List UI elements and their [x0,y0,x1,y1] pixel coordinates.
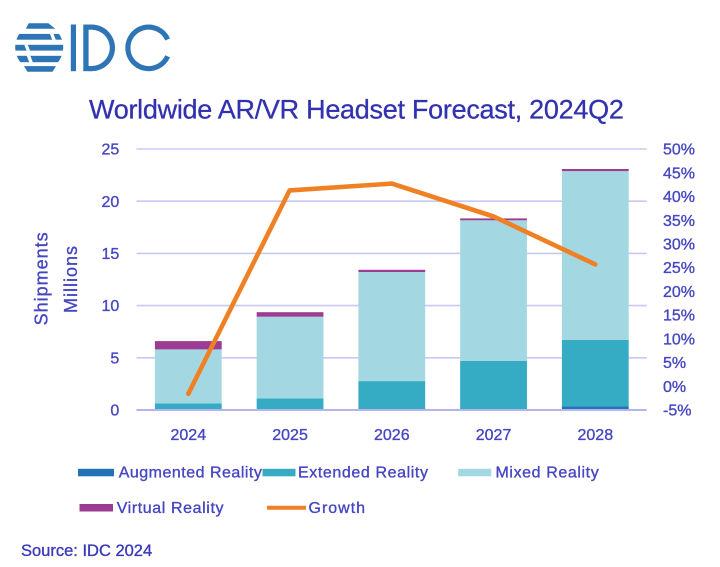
svg-text:Mixed Reality: Mixed Reality [496,465,600,482]
svg-text:40%: 40% [663,189,695,206]
svg-text:25: 25 [102,142,120,159]
svg-text:Millions: Millions [61,245,81,313]
svg-text:Worldwide AR/VR Headset Foreca: Worldwide AR/VR Headset Forecast, 2024Q2 [89,94,624,124]
svg-text:Growth: Growth [309,500,367,517]
svg-text:Shipments: Shipments [31,231,51,325]
svg-text:2026: 2026 [374,427,410,444]
svg-text:30%: 30% [663,237,695,254]
svg-text:25%: 25% [663,260,695,277]
svg-text:2027: 2027 [476,427,512,444]
svg-text:10%: 10% [663,331,695,348]
svg-text:2025: 2025 [272,427,308,444]
svg-text:Extended Reality: Extended Reality [298,465,429,482]
svg-text:-5%: -5% [663,403,691,420]
svg-text:Source: IDC 2024: Source: IDC 2024 [21,542,152,560]
svg-text:35%: 35% [663,213,695,230]
svg-text:5: 5 [110,350,119,367]
svg-text:Augmented Reality: Augmented Reality [119,465,263,482]
svg-text:15%: 15% [663,308,695,325]
svg-text:5%: 5% [663,355,686,372]
svg-text:2028: 2028 [578,427,614,444]
svg-text:0: 0 [110,403,119,420]
svg-text:50%: 50% [663,142,695,159]
svg-text:20%: 20% [663,284,695,301]
svg-text:45%: 45% [663,165,695,182]
svg-text:Virtual Reality: Virtual Reality [117,500,224,517]
svg-text:15: 15 [102,246,120,263]
svg-text:20: 20 [102,194,120,211]
svg-text:2024: 2024 [171,427,207,444]
svg-text:0%: 0% [663,379,686,396]
svg-text:10: 10 [102,298,120,315]
